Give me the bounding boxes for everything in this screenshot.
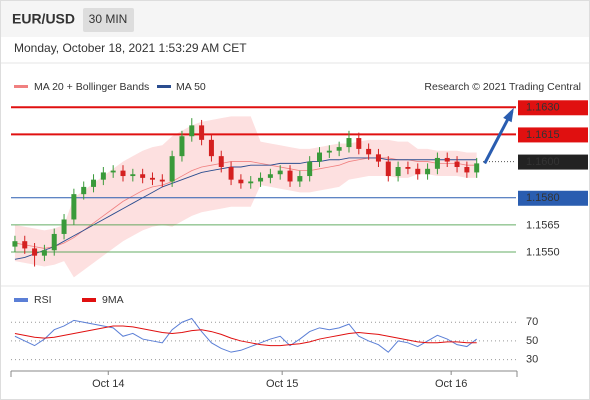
candle-body [199,125,205,140]
candle-body [474,163,480,173]
candle-body [434,157,440,169]
rsi-line [14,325,477,347]
candle-body [356,138,362,149]
legend-label: RSI [34,294,52,306]
candle-body [405,167,411,169]
candle-body [287,170,293,182]
x-tick-label: Oct 16 [435,378,467,390]
candle-body [208,139,214,157]
x-tick-label: Oct 14 [92,378,124,390]
candle-body [120,170,126,177]
symbol: EUR/USD [12,11,75,27]
level-box [518,100,588,116]
candle-body [149,177,155,180]
timestamp: Monday, October 18, 2021 1:53:29 AM CET [14,41,247,55]
y-tick-label: 50 [526,335,538,347]
bollinger-band [14,116,477,278]
rsi-line [14,317,478,353]
level-label: 1.1600 [526,156,560,168]
candle-body [22,241,28,249]
candle-body [277,170,283,175]
candle-body [415,168,421,175]
candle-body [32,248,38,256]
candle-body [110,170,116,173]
level-label: 1.1615 [526,129,560,141]
candle-body [366,148,372,155]
candle-body [454,161,460,167]
candle-body [81,186,87,195]
candle-body [346,138,352,148]
candle-body [61,219,67,234]
ma50-line [14,157,477,260]
y-tick-label: 30 [526,354,538,366]
candle-body [317,152,323,162]
x-tick-label: Oct 15 [266,378,298,390]
timeframe-button[interactable] [83,8,134,32]
credit: Research © 2021 Trading Central [424,81,581,93]
candle-body [100,172,106,180]
y-tick-label: 70 [526,316,538,328]
candle-body [425,168,431,175]
candle-body [336,147,342,151]
legend-label: MA 20 + Bollinger Bands [34,81,149,93]
candle-body [267,174,273,178]
legend-label: 9MA [102,294,124,306]
candle-body [248,181,254,184]
candle-body [375,154,381,162]
candle-body [326,150,332,153]
arrow-head [503,107,514,123]
level-box [518,190,588,206]
candle-body [179,136,185,157]
candle-body [41,250,47,256]
candle-body [258,177,264,182]
legend-label: MA 50 [176,81,206,93]
candle-body [12,241,18,247]
legend-swatch [14,298,28,302]
candle-body [140,174,146,178]
level-label: 1.1565 [526,219,560,231]
candle-body [51,233,57,251]
candle-body [159,179,165,182]
timeframe[interactable]: 30 MIN [89,12,128,26]
level-box [518,127,588,143]
legend-swatch [14,85,28,88]
level-box [518,154,588,170]
level-label: 1.1580 [526,192,560,204]
candle-body [464,167,470,173]
candle-body [189,125,195,137]
candle-body [130,174,136,177]
legend-swatch [157,85,171,88]
candle-body [71,194,77,220]
candle-body [169,156,175,182]
level-label: 1.1550 [526,246,560,258]
candle-body [307,161,313,177]
candle-body [297,176,303,182]
candle-body [228,167,234,180]
candle-body [444,157,450,162]
level-label: 1.1630 [526,102,560,114]
candle-body [238,179,244,184]
legend-swatch [82,298,96,302]
candle-body [218,156,224,167]
candle-body [395,167,401,177]
candle-body [91,179,97,187]
candle-body [385,161,391,177]
